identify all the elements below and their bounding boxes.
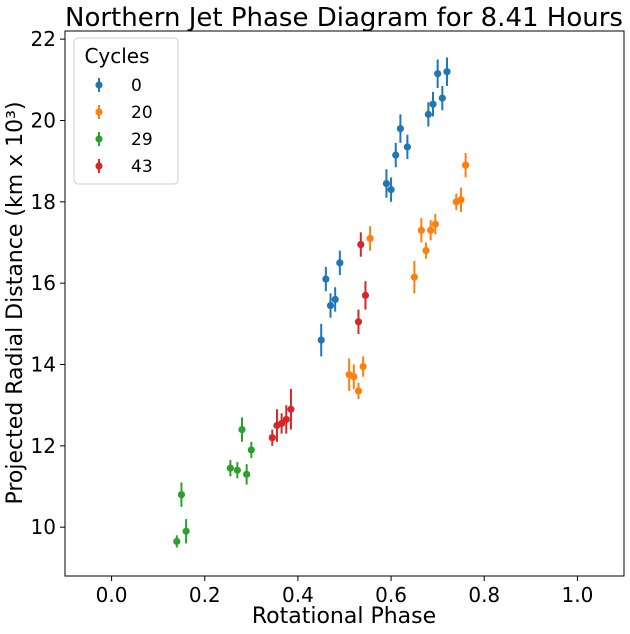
x-tick-label: 0.0 — [96, 583, 128, 607]
chart-title: Northern Jet Phase Diagram for 8.41 Hour… — [65, 3, 623, 33]
data-point — [434, 70, 442, 78]
x-axis-label: Rotational Phase — [252, 604, 436, 629]
data-point — [410, 273, 418, 281]
data-point — [177, 491, 186, 499]
data-point — [403, 143, 411, 151]
legend-item-43: 43 — [95, 157, 153, 177]
data-point — [243, 470, 251, 478]
data-point — [392, 151, 400, 159]
data-point — [417, 226, 425, 234]
data-point — [366, 234, 374, 243]
data-point — [317, 336, 325, 344]
data-point — [429, 100, 437, 108]
legend-box — [73, 37, 179, 185]
x-axis: 0.0 0.2 0.4 0.6 0.8 1.0 — [96, 576, 594, 607]
data-point — [287, 405, 295, 413]
data-point — [424, 110, 432, 118]
data-point — [268, 434, 276, 442]
legend-title: Cycles — [84, 44, 149, 68]
legend-label: 0 — [131, 76, 142, 96]
data-point — [382, 179, 391, 188]
y-tick-label: 22 — [31, 27, 56, 51]
data-point — [282, 415, 290, 424]
legend-label: 20 — [131, 103, 153, 123]
data-point — [238, 425, 246, 434]
x-tick-label: 1.0 — [562, 583, 594, 607]
data-point — [443, 68, 451, 76]
legend-item-20: 20 — [95, 103, 153, 123]
data-point — [427, 226, 435, 234]
data-point — [387, 186, 395, 194]
series-20 — [345, 153, 470, 400]
series-29 — [173, 417, 255, 548]
data-point — [462, 161, 470, 169]
legend-marker — [95, 162, 103, 170]
data-point — [336, 259, 344, 267]
data-point — [354, 318, 363, 326]
y-axis: 10 12 14 16 18 20 22 — [31, 27, 65, 539]
y-tick-label: 18 — [31, 190, 56, 214]
data-point — [357, 240, 365, 249]
legend-label: 29 — [131, 130, 153, 150]
legend-item-0: 0 — [95, 76, 142, 96]
data-point — [422, 247, 430, 255]
data-point — [396, 125, 404, 133]
legend-marker — [95, 81, 103, 89]
series-43 — [268, 232, 370, 446]
x-tick-label: 0.4 — [282, 583, 314, 607]
y-tick-label: 16 — [31, 271, 56, 295]
data-point — [431, 220, 439, 228]
legend-label: 43 — [131, 157, 153, 177]
data-marks — [173, 57, 470, 548]
data-point — [322, 275, 330, 283]
y-tick-label: 20 — [31, 108, 56, 132]
data-point — [226, 464, 234, 472]
data-point — [233, 466, 241, 474]
data-point — [359, 362, 367, 371]
legend-marker — [95, 135, 103, 143]
legend-item-29: 29 — [95, 130, 153, 150]
x-tick-label: 0.2 — [189, 583, 221, 607]
data-point — [173, 537, 181, 546]
data-point — [182, 527, 190, 535]
data-point — [326, 301, 335, 310]
y-axis-label: Projected Radial Distance (km x 10³) — [3, 101, 28, 504]
data-point — [247, 446, 255, 454]
series-0 — [317, 57, 451, 357]
legend: Cycles 0 20 29 43 — [73, 37, 179, 185]
data-point — [354, 387, 363, 395]
y-tick-label: 14 — [31, 353, 56, 377]
legend-marker — [95, 108, 103, 116]
x-tick-label: 0.6 — [375, 583, 407, 607]
data-point — [457, 196, 465, 204]
x-tick-label: 0.8 — [468, 583, 500, 607]
data-point — [438, 94, 446, 102]
data-point — [350, 373, 358, 381]
data-point — [331, 295, 339, 304]
y-tick-label: 12 — [31, 434, 56, 458]
y-tick-label: 10 — [31, 515, 56, 539]
data-point — [361, 291, 370, 299]
data-point — [278, 419, 286, 428]
